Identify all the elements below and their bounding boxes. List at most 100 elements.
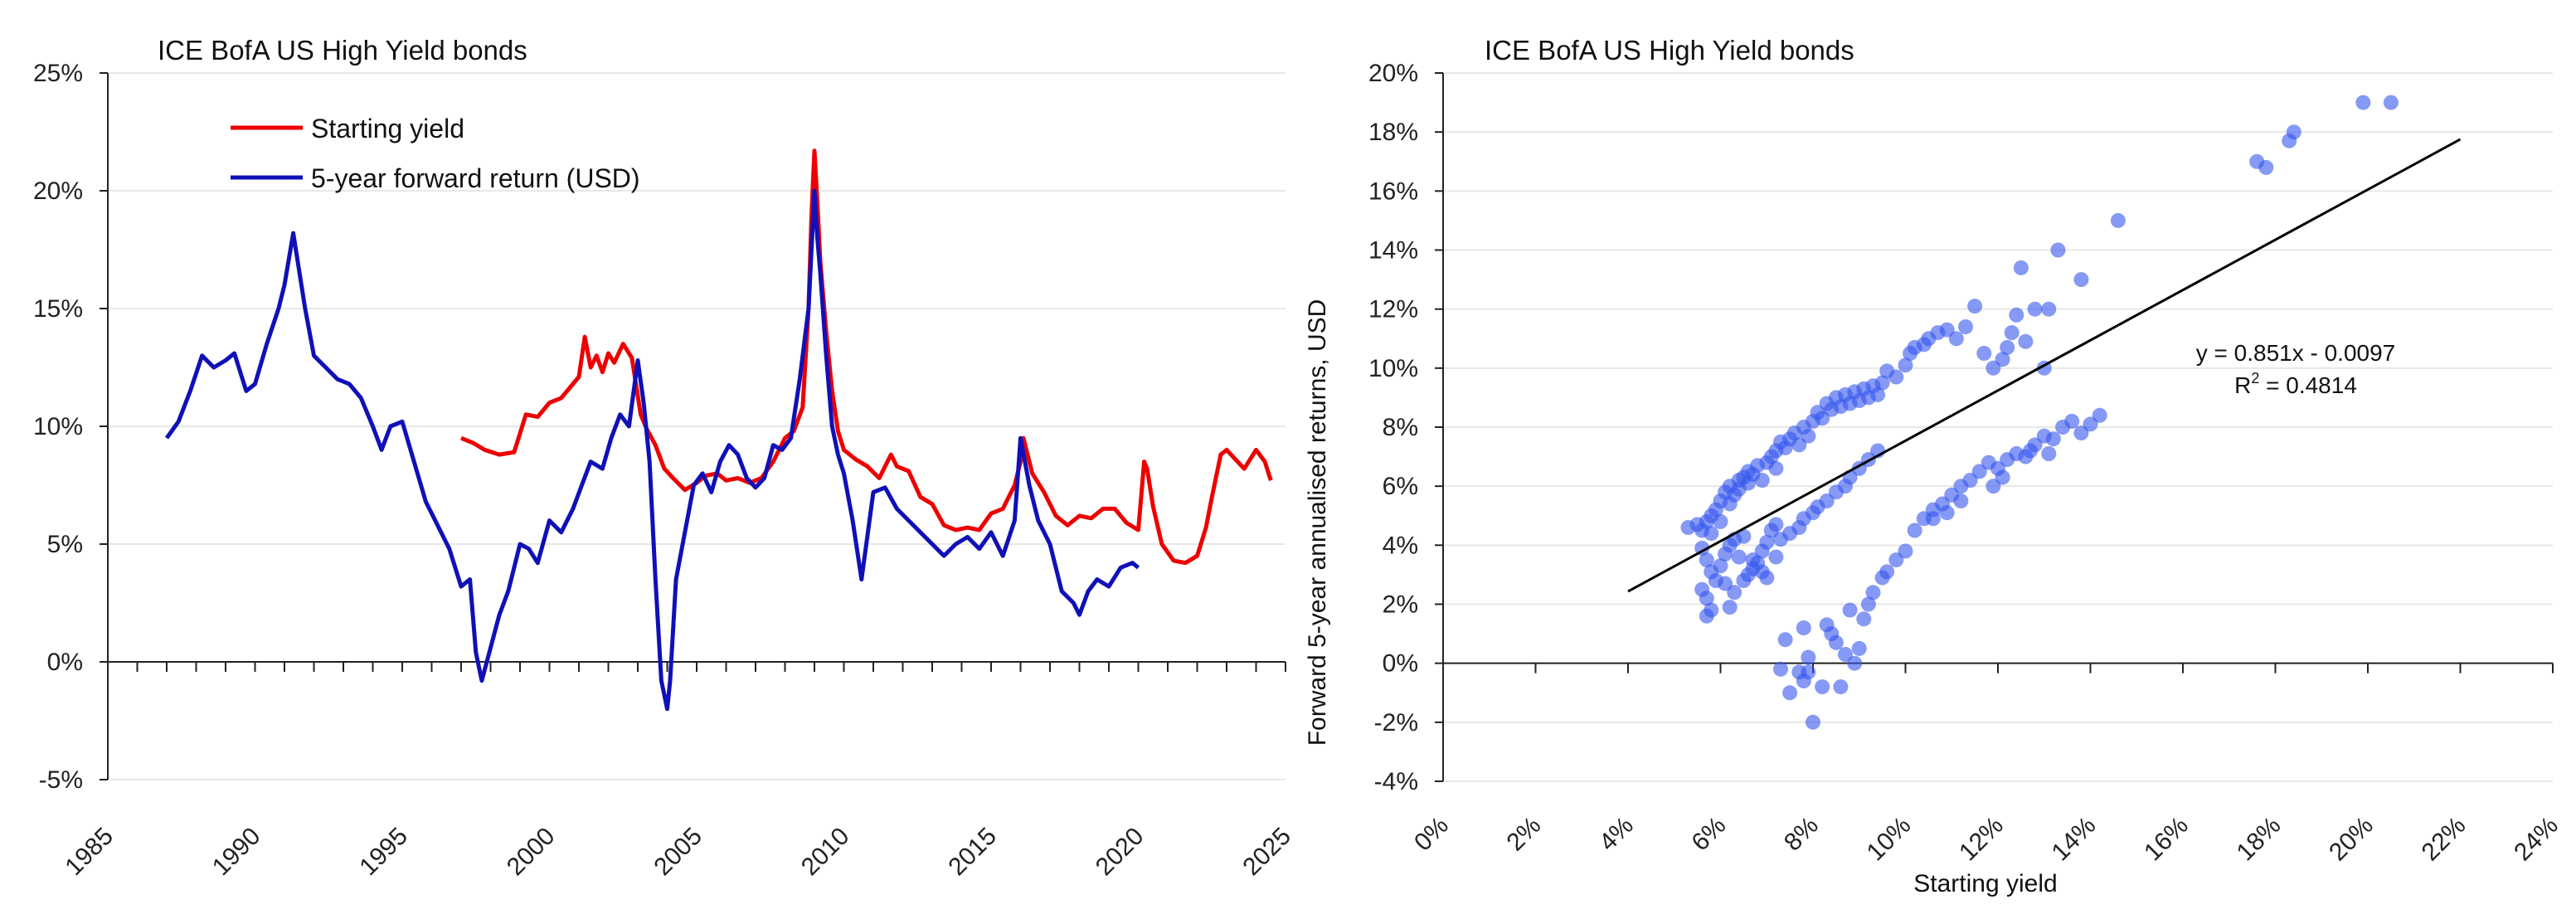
scatter-point: [1874, 375, 1890, 391]
right-y-tick-labels: -4% -2% 0% 2% 4% 6% 8% 10% 12% 14% 16% 18% 20%: [1368, 60, 1418, 795]
scatter-point: [1731, 549, 1747, 565]
left-legend: Starting yield 5-year forward return (US…: [231, 114, 640, 193]
scatter-point: [2018, 333, 2034, 349]
scatter-point: [1722, 600, 1738, 615]
scatter-point: [1736, 573, 1752, 588]
right-y-axis-title: Forward 5-year annualised returns, USD: [1304, 299, 1331, 746]
scatter-point: [2041, 301, 2057, 317]
left-chart-title: ICE BofA US High Yield bonds: [158, 35, 527, 66]
left-y-tick-label: 25%: [33, 60, 83, 87]
r-squared-superscript: 2: [2251, 370, 2259, 387]
left-x-tick-label: 1985: [60, 823, 119, 882]
scatter-point: [1782, 685, 1798, 701]
right-y-tick-label: 10%: [1368, 355, 1418, 382]
right-x-tick-label: 20%: [2324, 812, 2379, 867]
left-x-tick-label: 1995: [354, 823, 413, 882]
trendline-equation: y = 0.851x - 0.0097: [2196, 340, 2396, 366]
scatter-point: [1806, 714, 1820, 730]
scatter-point: [1856, 611, 1872, 627]
scatter-point: [1967, 299, 1983, 314]
right-x-tick-labels: 0% 2% 4% 6% 8% 10% 12% 14% 16% 18% 20% 22% 24%: [1409, 812, 2564, 867]
scatter-point: [1736, 528, 1752, 544]
left-y-tick-label: -5%: [39, 766, 83, 794]
scatter-point: [1939, 322, 1955, 338]
scatter-point: [2073, 425, 2089, 441]
scatter-point: [2355, 95, 2371, 110]
right-trendline-group: [1627, 138, 2462, 593]
scatter-point: [1995, 469, 2010, 485]
scatter-point: [1791, 664, 1807, 680]
scatter-point: [1865, 585, 1881, 600]
right-x-tick-label: 4%: [1594, 812, 1639, 857]
scatter-point: [1888, 369, 1904, 385]
right-x-tick-label: 0%: [1409, 812, 1454, 857]
scatter-point: [1777, 632, 1793, 648]
scatter-point: [2009, 307, 2024, 323]
scatter-point: [1860, 596, 1876, 612]
series-line-forward-return: [164, 188, 1140, 712]
left-x-tick-label: 1990: [207, 823, 266, 882]
left-y-tick-labels: -5% 0% 5% 10% 15% 20% 25%: [33, 60, 83, 794]
scatter-point: [1953, 493, 1969, 508]
right-y-tick-label: 0%: [1383, 650, 1418, 678]
right-y-tick-label: -4%: [1374, 768, 1418, 795]
scatter-point: [1699, 552, 1714, 568]
right-y-tick-label: 14%: [1368, 237, 1418, 265]
scatter-point: [1815, 679, 1830, 695]
right-x-tick-label: 8%: [1779, 812, 1824, 857]
trendline-r-squared: R2 = 0.4814: [2234, 370, 2357, 398]
right-y-tick-label: 2%: [1383, 591, 1418, 619]
legend-label-forward-return: 5-year forward return (USD): [311, 163, 640, 193]
scatter-point: [2041, 446, 2057, 461]
scatter-point: [1833, 679, 1849, 695]
scatter-point: [1759, 570, 1775, 586]
right-x-axis-title: Starting yield: [1913, 870, 2057, 897]
scatter-point: [1976, 346, 1992, 361]
scatter-point: [1907, 523, 1922, 538]
scatter-point: [1985, 360, 2001, 376]
scatter-point: [1958, 319, 1973, 334]
scatter-point: [2027, 301, 2043, 317]
scatter-point: [1948, 331, 1964, 347]
scatter-point: [1838, 647, 1853, 662]
scatter-point: [1727, 585, 1742, 600]
right-x-tick-label: 24%: [2509, 812, 2564, 867]
left-x-tick-label: 2015: [943, 823, 1002, 882]
scatter-point: [2092, 407, 2107, 423]
scatter-point: [1699, 608, 1714, 624]
scatter-point: [1847, 655, 1863, 671]
scatter-point: [2083, 416, 2098, 432]
left-x-tick-label: 2010: [796, 823, 855, 882]
right-scatter-points: [1680, 95, 2399, 730]
scatter-point: [2064, 413, 2080, 429]
left-x-tick-label: 2005: [649, 823, 707, 882]
scatter-point: [1995, 352, 2010, 367]
right-x-tick-label: 14%: [2047, 812, 2102, 867]
scatter-point: [2383, 95, 2399, 110]
right-x-tick-label: 6%: [1686, 812, 1731, 857]
left-y-tick-label: 15%: [33, 295, 83, 323]
right-x-tick-label: 18%: [2232, 812, 2287, 867]
left-series-lines: [164, 148, 1273, 712]
scatter-point: [1879, 564, 1895, 580]
scatter-point: [1851, 640, 1867, 656]
left-y-tick-label: 20%: [33, 177, 83, 205]
scatter-point: [1888, 552, 1904, 568]
scatter-point: [1754, 473, 1770, 488]
scatter-point: [1898, 543, 1913, 559]
scatter-point: [1939, 505, 1955, 521]
scatter-point: [1699, 591, 1714, 606]
right-y-tick-label: 8%: [1383, 414, 1418, 441]
scatter-point: [2000, 339, 2015, 355]
scatter-point: [2286, 124, 2301, 140]
right-y-tick-label: 20%: [1368, 60, 1418, 87]
right-chart-title: ICE BofA US High Yield bonds: [1485, 35, 1854, 66]
right-axes: [1435, 72, 2554, 782]
scatter-point: [1759, 534, 1775, 550]
scatter-point: [2073, 272, 2089, 288]
left-y-tick-label: 5%: [47, 531, 83, 558]
scatter-point: [1796, 620, 1811, 635]
series-line-starting-yield: [460, 148, 1273, 566]
scatter-point: [1791, 437, 1807, 453]
r-squared-prefix: R: [2234, 372, 2251, 398]
